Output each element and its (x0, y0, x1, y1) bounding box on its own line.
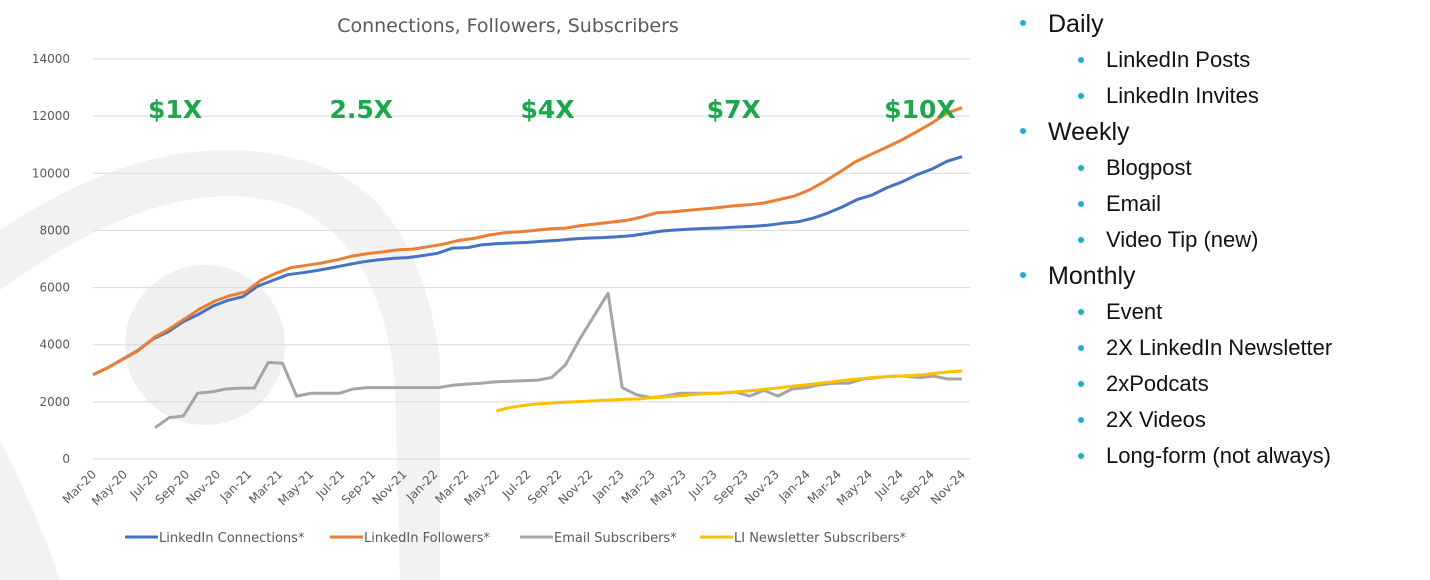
bullet-dot-icon (1020, 128, 1026, 134)
growth-multiplier-label: $1X (148, 95, 202, 124)
bullet-item: Blogpost (1016, 150, 1426, 186)
bullet-dot-icon (1078, 453, 1084, 459)
bullet-group-daily: Daily (1016, 6, 1426, 42)
series-line (496, 369, 963, 413)
bullet-group-label: Daily (1048, 10, 1104, 38)
legend-item: Email Subscribers* (520, 531, 677, 546)
growth-multiplier-label: $4X (520, 95, 574, 124)
bullet-item-label: LinkedIn Posts (1106, 47, 1251, 72)
y-tick-label: 4000 (39, 338, 70, 352)
bullet-dot-icon (1020, 272, 1026, 278)
bullet-item: Event (1016, 294, 1426, 330)
legend-label: LinkedIn Connections* (159, 531, 305, 546)
bullet-item: 2X LinkedIn Newsletter (1016, 330, 1426, 366)
gridlines (93, 58, 970, 403)
bullet-dot-icon (1078, 417, 1084, 423)
bullet-item-label: Email (1106, 191, 1162, 216)
bullet-item-label: Long-form (not always) (1106, 443, 1331, 468)
growth-multiplier-label: $7X (707, 95, 761, 124)
bullet-group-label: Monthly (1048, 262, 1136, 290)
x-tick-label: Nov-21 (369, 467, 409, 507)
x-tick-label: Nov-22 (556, 467, 596, 507)
bullet-item-label: 2X Videos (1106, 407, 1206, 432)
series-line (92, 106, 963, 377)
bullet-dot-icon (1078, 165, 1084, 171)
bullet-item-label: Blogpost (1106, 155, 1192, 180)
bullet-dot-icon (1078, 201, 1084, 207)
bullet-group-weekly: Weekly (1016, 114, 1426, 150)
x-tick-label: Nov-24 (928, 467, 968, 507)
bullet-item-label: LinkedIn Invites (1106, 83, 1259, 108)
bullet-item-label: 2xPodcats (1106, 371, 1209, 396)
bullet-dot-icon (1078, 57, 1084, 63)
bullet-group-monthly: Monthly (1016, 258, 1426, 294)
legend-label: Email Subscribers* (554, 531, 677, 546)
bullet-dot-icon (1078, 381, 1084, 387)
growth-annotations: $1X 2.5X $4X $7X $10X (148, 95, 956, 124)
series-line (92, 155, 963, 377)
y-tick-label: 2000 (39, 395, 70, 409)
bullet-item: LinkedIn Posts (1016, 42, 1426, 78)
bullet-item: Long-form (not always) (1016, 438, 1426, 474)
legend-label: LI Newsletter Subscribers* (734, 531, 907, 546)
bullet-item-label: Video Tip (new) (1106, 227, 1259, 252)
x-tick-label: Nov-23 (742, 467, 782, 507)
bullet-dot-icon (1078, 93, 1084, 99)
bullet-item: Email (1016, 186, 1426, 222)
chart-title: Connections, Followers, Subscribers (337, 15, 679, 37)
bullet-item: Video Tip (new) (1016, 222, 1426, 258)
growth-multiplier-label: $10X (884, 95, 955, 124)
legend-label: LinkedIn Followers* (364, 531, 491, 546)
series-lines (92, 106, 963, 429)
bullet-item: LinkedIn Invites (1016, 78, 1426, 114)
y-tick-label: 14000 (32, 52, 70, 66)
growth-multiplier-label: 2.5X (330, 95, 394, 124)
bullet-dot-icon (1078, 309, 1084, 315)
y-tick-label: 12000 (32, 109, 70, 123)
bullet-item: 2xPodcats (1016, 366, 1426, 402)
bullet-group-label: Weekly (1048, 118, 1130, 146)
line-chart: Connections, Followers, Subscribers 0 200… (32, 15, 970, 546)
y-tick-label: 10000 (32, 166, 70, 180)
bullet-item-label: 2X LinkedIn Newsletter (1106, 335, 1333, 360)
chart-legend: LinkedIn Connections* LinkedIn Followers*… (125, 531, 907, 546)
series-line (154, 291, 962, 429)
bullet-dot-icon (1078, 345, 1084, 351)
legend-item: LinkedIn Followers* (330, 531, 491, 546)
activity-bullet-list: Daily LinkedIn Posts LinkedIn Invites Weekl… (1016, 6, 1426, 474)
x-tick-label: Nov-20 (183, 467, 223, 507)
y-tick-label: 6000 (39, 281, 70, 295)
bullet-dot-icon (1078, 237, 1084, 243)
y-tick-label: 0 (62, 452, 70, 466)
legend-item: LI Newsletter Subscribers* (700, 531, 907, 546)
y-tick-label: 8000 (39, 223, 70, 237)
bullet-item: 2X Videos (1016, 402, 1426, 438)
bullet-dot-icon (1020, 20, 1026, 26)
bullet-item-label: Event (1106, 299, 1163, 324)
x-axis-ticks: Mar-20May-20Jul-20Sep-20Nov-20Jan-21Mar-… (60, 467, 968, 508)
legend-item: LinkedIn Connections* (125, 531, 305, 546)
y-axis-ticks: 0 2000 4000 6000 8000 10000 12000 14000 (32, 52, 70, 466)
